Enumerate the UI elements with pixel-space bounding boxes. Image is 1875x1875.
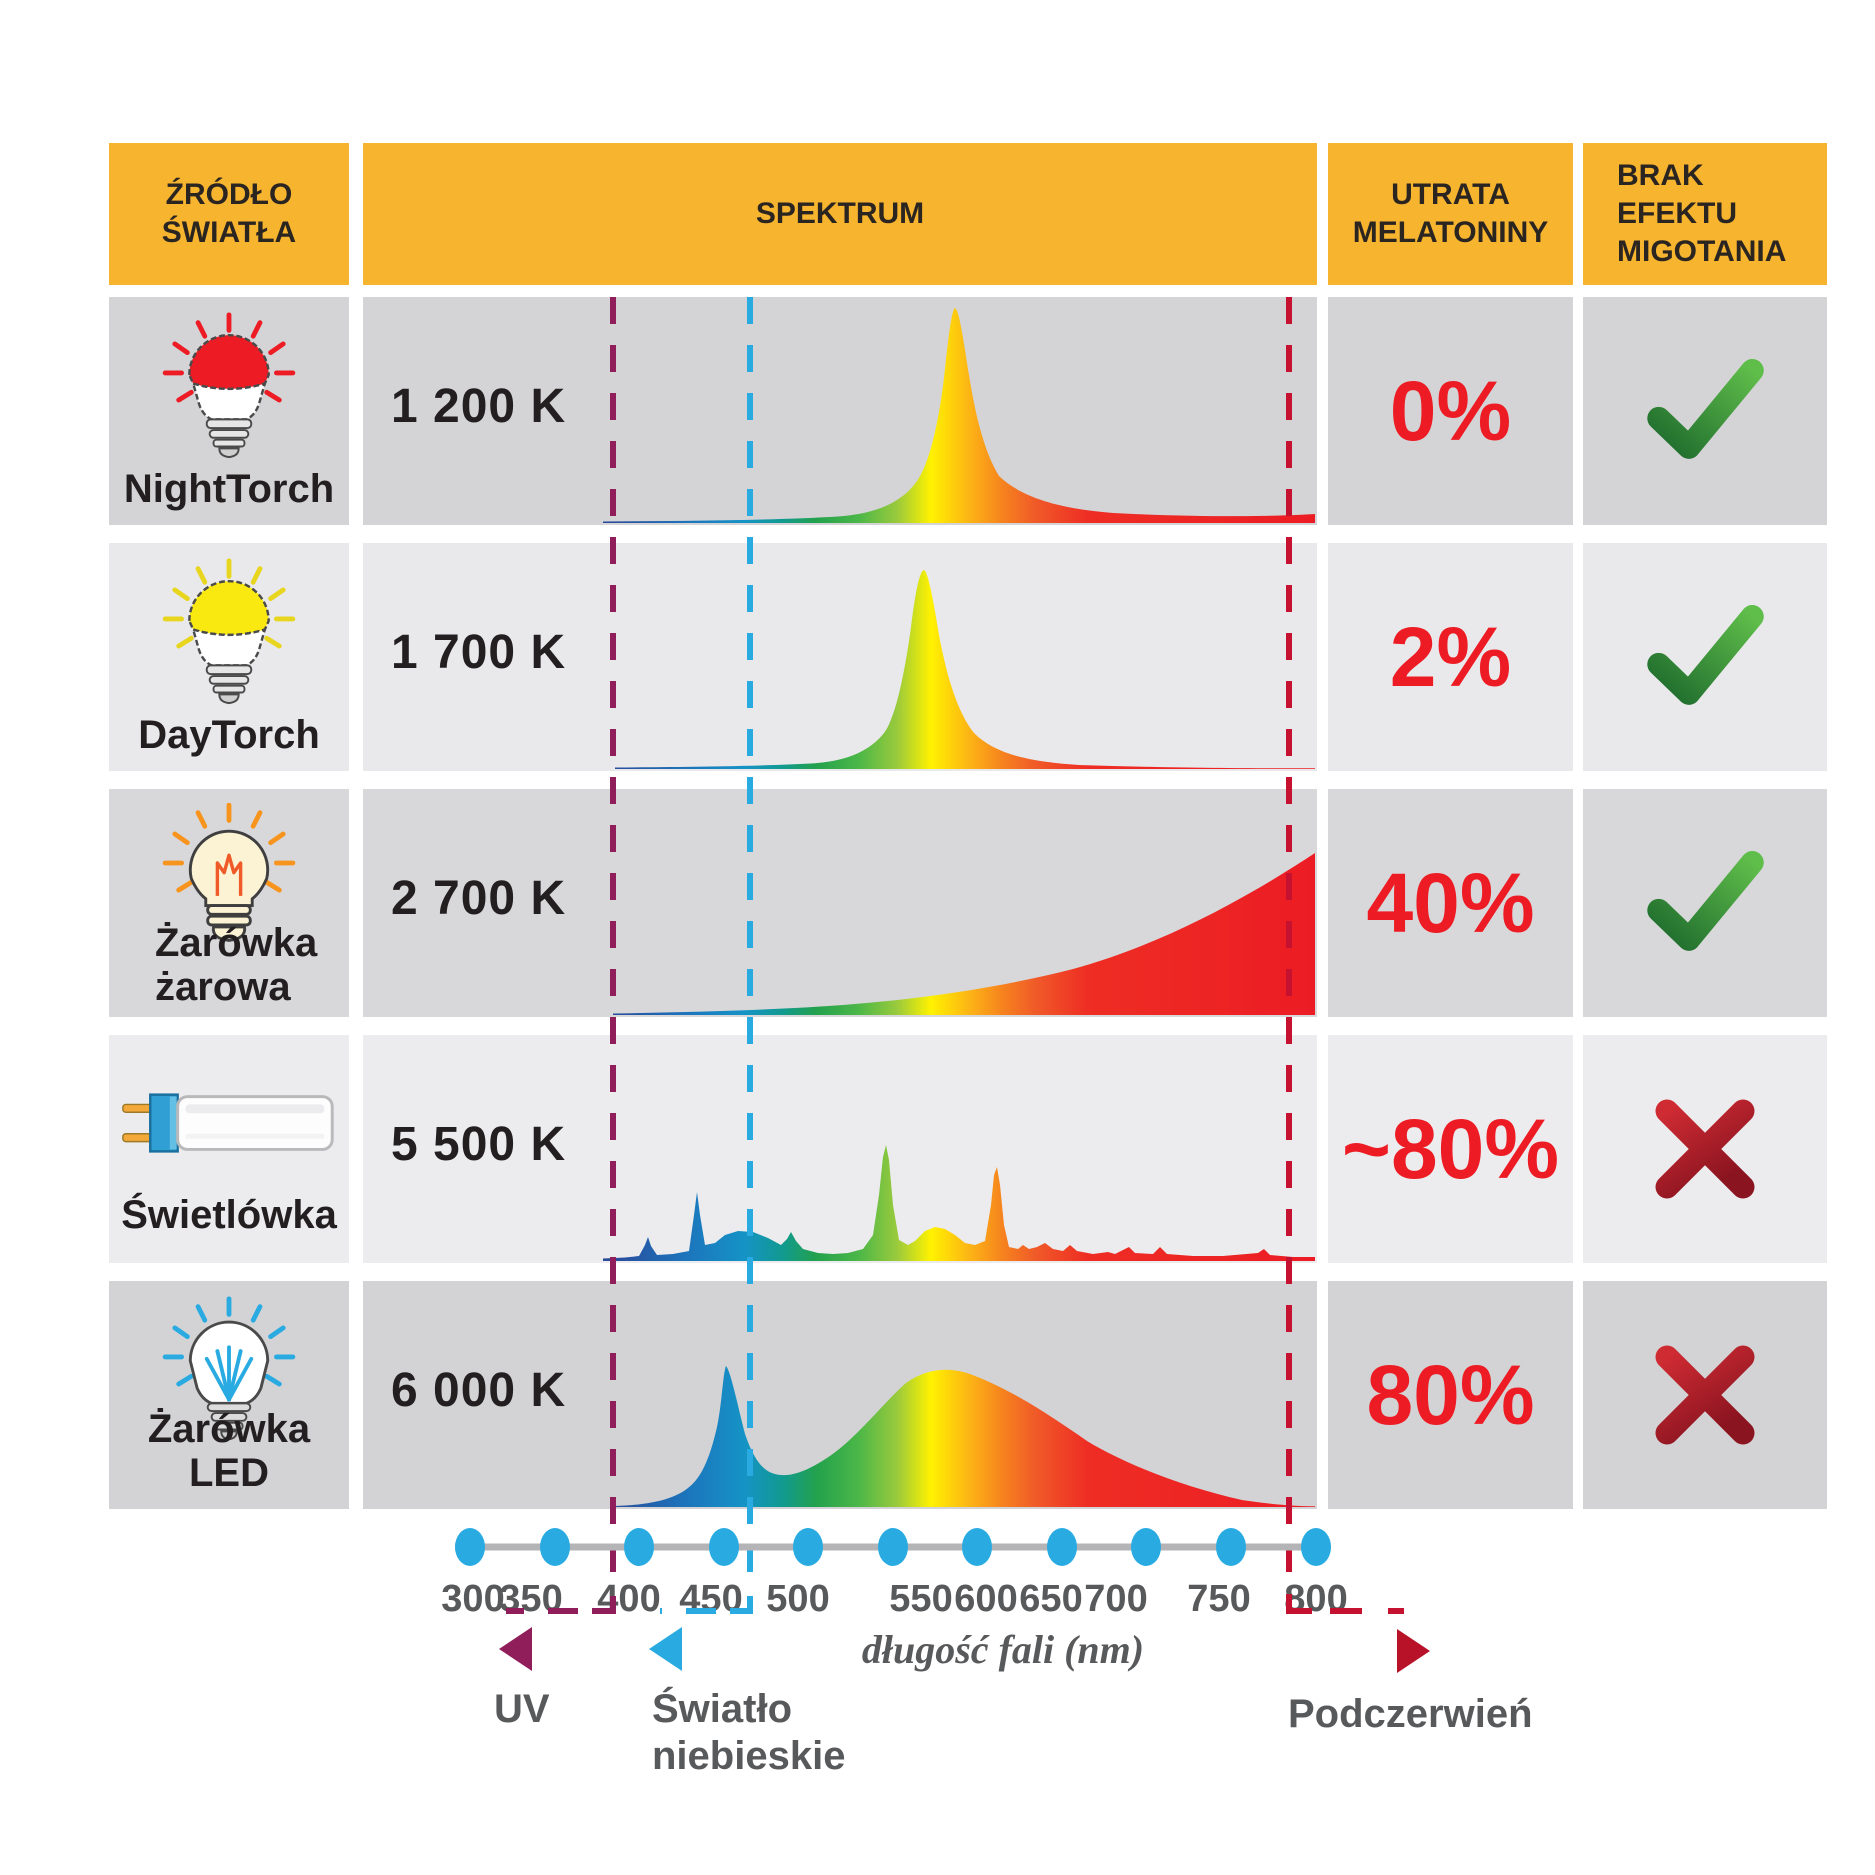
color-temperature-label: 1 700 K: [391, 626, 567, 679]
wavelength-axis-dots: [455, 1528, 1331, 1566]
cross-icon: [1655, 1099, 1755, 1199]
source-cell-incandescent: Żarówka żarowa: [109, 789, 349, 1017]
fluorescent-tube-icon: [117, 1049, 342, 1199]
header-no-flicker: BRAK EFEKTU MIGOTANIA: [1583, 143, 1827, 285]
flicker-mark-cell: [1583, 297, 1827, 525]
melatonin-value: 2%: [1328, 543, 1573, 771]
source-label: NightTorch: [123, 467, 335, 511]
melatonin-value: 40%: [1328, 789, 1573, 1017]
source-label: Żarówka żarowa: [155, 921, 318, 1009]
flicker-mark-cell: [1583, 543, 1827, 771]
tick-350: 350: [499, 1578, 563, 1620]
led-bulb-icon: [149, 1295, 309, 1445]
uv-label: UV: [494, 1687, 550, 1731]
source-label: DayTorch: [138, 713, 320, 757]
spectrum-curve-1200k: [603, 308, 1315, 523]
red-bulb-icon: [149, 311, 309, 461]
tick-500: 500: [766, 1578, 830, 1620]
check-icon: [1647, 359, 1764, 459]
melatonin-value: 0%: [1328, 297, 1573, 525]
header-light-source: ŹRÓDŁO ŚWIATŁA: [109, 143, 349, 285]
check-icon: [1647, 604, 1764, 705]
source-cell-daytorch: DayTorch: [109, 543, 349, 771]
infrared-label: Podczerwień: [1288, 1692, 1533, 1736]
spectrum-curve-2700k: [613, 853, 1315, 1015]
tick-750: 750: [1187, 1578, 1251, 1620]
source-label: Świetlówka: [121, 1193, 337, 1237]
tick-600: 600: [954, 1578, 1018, 1620]
axis-title: długość fali (nm): [861, 1627, 1145, 1672]
incandescent-bulb-icon: [149, 803, 309, 953]
color-temperature-label: 6 000 K: [391, 1364, 567, 1417]
spectrum-curve-1700k: [615, 570, 1315, 769]
header-melatonin-loss: UTRATA MELATONINY: [1328, 143, 1573, 285]
spectrum-cell-5500k: 5 500 K: [363, 1035, 1317, 1263]
cross-icon: [1655, 1345, 1755, 1445]
blue-arrow: [649, 1627, 682, 1671]
uv-arrow: [499, 1627, 532, 1671]
melatonin-value: ~80%: [1328, 1035, 1573, 1263]
source-cell-nighttorch: NightTorch: [109, 297, 349, 525]
flicker-mark-cell: [1583, 1035, 1827, 1263]
tick-400: 400: [597, 1578, 661, 1620]
check-icon: [1647, 850, 1764, 951]
blue-light-label: Światło niebieskie: [652, 1687, 846, 1778]
tick-450: 450: [679, 1578, 743, 1620]
tick-700: 700: [1084, 1578, 1148, 1620]
header-spectrum: SPEKTRUM: [363, 143, 1317, 285]
spectrum-cell-6000k: 6 000 K: [363, 1281, 1317, 1509]
spectrum-cell-2700k: 2 700 K: [363, 789, 1317, 1017]
yellow-bulb-icon: [149, 557, 309, 707]
tick-800: 800: [1284, 1578, 1348, 1620]
color-temperature-label: 1 200 K: [391, 380, 567, 433]
tick-650: 650: [1019, 1578, 1083, 1620]
tick-300: 300: [441, 1578, 505, 1620]
source-cell-led: Żarówka LED: [109, 1281, 349, 1509]
ir-arrow: [1397, 1629, 1430, 1673]
spectrum-cell-1200k: 1 200 K: [363, 297, 1317, 525]
color-temperature-label: 2 700 K: [391, 872, 567, 925]
source-cell-fluorescent: Świetlówka: [109, 1035, 349, 1263]
color-temperature-label: 5 500 K: [391, 1118, 567, 1171]
flicker-mark-cell: [1583, 1281, 1827, 1509]
melatonin-value: 80%: [1328, 1281, 1573, 1509]
spectrum-curve-6000k: [615, 1366, 1315, 1507]
source-label: Żarówka LED: [147, 1407, 311, 1495]
spectrum-cell-1700k: 1 700 K: [363, 543, 1317, 771]
flicker-mark-cell: [1583, 789, 1827, 1017]
tick-550: 550: [889, 1578, 953, 1620]
